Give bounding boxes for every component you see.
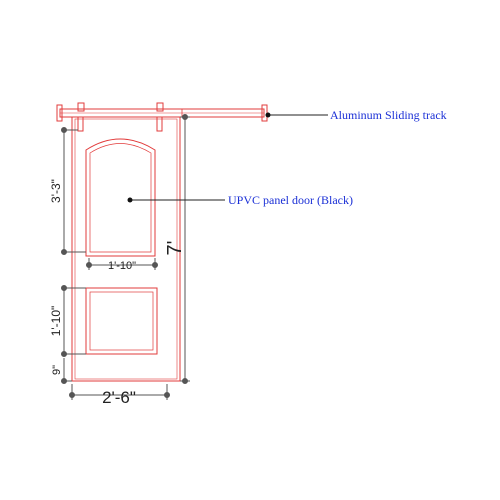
lower-panel-outer [85, 287, 158, 355]
dim-overall-height-label: 7' [164, 241, 186, 256]
dim-dot [182, 114, 188, 120]
dim-dot [164, 392, 170, 398]
dim-bottom-rail-label: 9" [51, 365, 63, 375]
upper-panel-outer [85, 138, 156, 257]
door-callout-label: UPVC panel door (Black) [228, 193, 353, 207]
door-leaf [71, 116, 181, 382]
dim-dot [152, 262, 158, 268]
lower-panel-inner [89, 291, 154, 351]
dim-dot [61, 285, 67, 291]
dim-dot [61, 249, 67, 255]
dim-upper-height-label: 3'-3" [49, 179, 63, 203]
track-right-roller [156, 102, 164, 112]
dimension-labels: 3'-3" 1'-10" 1'-10" 9" 2'-6" 7' [49, 179, 186, 407]
dim-dot [61, 127, 67, 133]
dim-dot [61, 378, 67, 384]
door-inner-outline [74, 118, 178, 380]
dim-overall-width-label: 2'-6" [102, 388, 136, 407]
door-leader-dot [127, 197, 133, 203]
dimension-lines [61, 114, 190, 400]
dim-dot [182, 378, 188, 384]
dim-dot [86, 262, 92, 268]
callouts: Aluminum Sliding track UPVC panel door (… [127, 108, 447, 207]
door-outline [71, 116, 181, 382]
track-leader-dot [265, 112, 271, 118]
dim-dot [61, 351, 67, 357]
dim-dot [69, 392, 75, 398]
upper-panel-inner [89, 143, 152, 253]
dim-lower-height-label: 1'-10" [49, 306, 63, 337]
dim-upper-width-label: 1'-10" [108, 260, 136, 272]
track-left-stop [56, 104, 63, 122]
track-callout-label: Aluminum Sliding track [330, 108, 447, 122]
track-left-roller [77, 102, 85, 112]
